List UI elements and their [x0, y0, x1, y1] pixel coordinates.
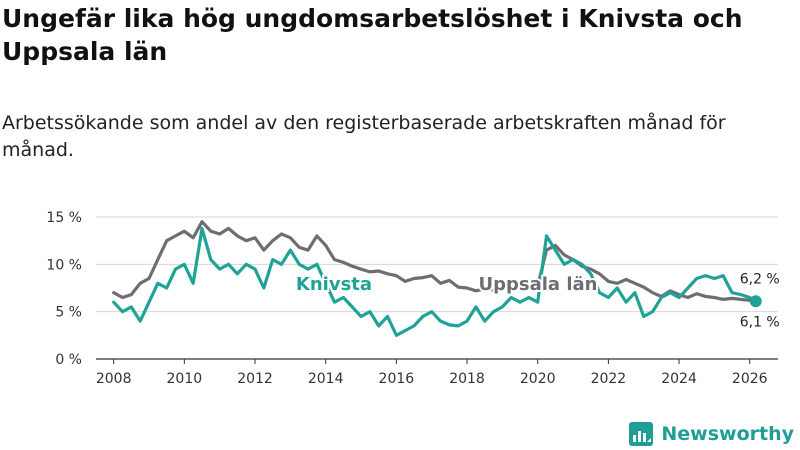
- series-end-point: [749, 295, 762, 308]
- line-chart: 0 % 5 % 10 % 15 % 2008 2010 2012 2014 2016 2018 20…: [46, 210, 780, 387]
- series-name-label: Knivsta: [296, 274, 372, 295]
- series-line-uppsala-lan: [112, 220, 758, 302]
- x-tick-label: 2018: [449, 371, 485, 387]
- x-tick-label: 2012: [237, 371, 273, 387]
- series-end-label: 6,2 %: [740, 271, 780, 287]
- x-tick-label: 2014: [308, 371, 344, 387]
- x-tick-label: 2022: [591, 371, 627, 387]
- y-tick-label: 15 %: [46, 210, 82, 226]
- brand-logo[interactable]: Newsworthy: [629, 422, 794, 446]
- chart-title: Ungefär lika hög ungdomsarbetslöshet i K…: [2, 4, 743, 66]
- brand-name: Newsworthy: [661, 423, 794, 445]
- series-name-label: Uppsala län: [479, 274, 598, 295]
- y-tick-label: 10 %: [46, 257, 82, 273]
- x-tick-label: 2010: [167, 371, 203, 387]
- x-tick-label: 2020: [520, 371, 556, 387]
- chart-subtitle: Arbetssökande som andel av den registerb…: [2, 112, 726, 161]
- newsworthy-logo-icon: [629, 422, 654, 446]
- x-tick-label: 2008: [96, 371, 132, 387]
- x-tick-label: 2016: [379, 371, 415, 387]
- x-tick-label: 2024: [661, 371, 697, 387]
- series-line-knivsta: [112, 226, 758, 337]
- x-tick-label: 2026: [732, 371, 768, 387]
- y-tick-label: 0 %: [55, 352, 82, 368]
- y-tick-label: 5 %: [55, 305, 82, 321]
- series-end-label: 6,1 %: [740, 314, 780, 330]
